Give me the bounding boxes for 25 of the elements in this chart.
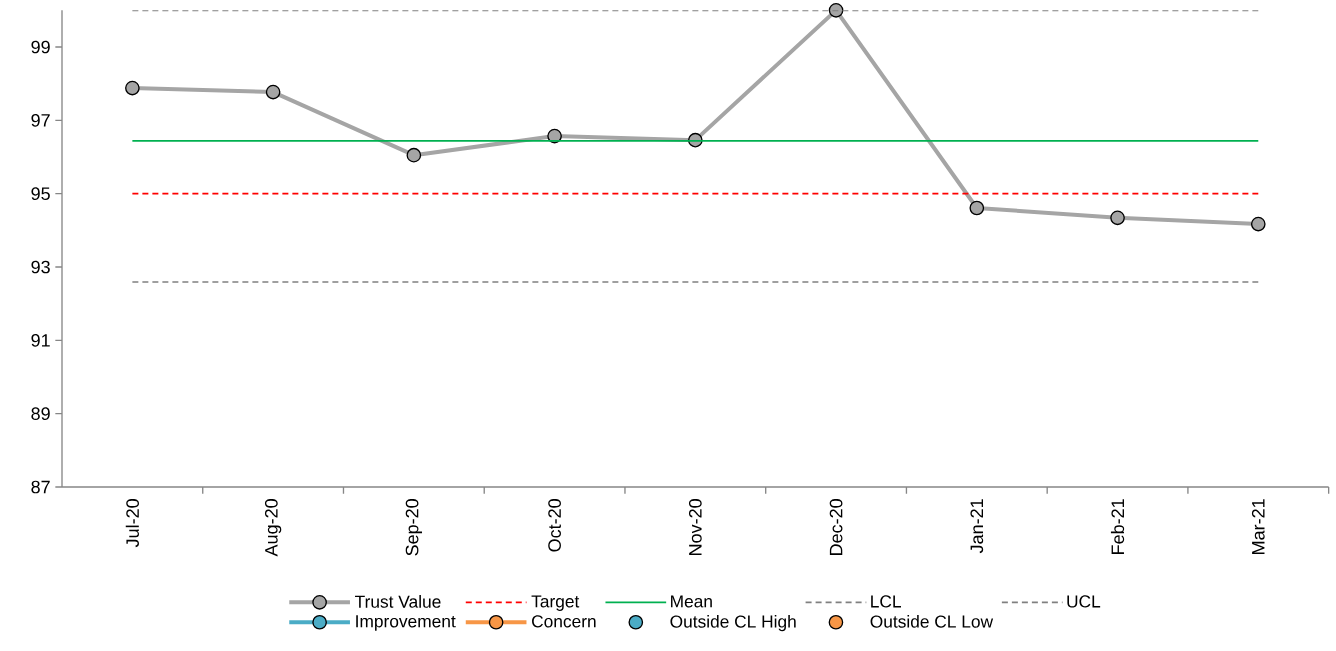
- legend-label: Improvement: [356, 615, 456, 631]
- x-tick-label: Dec-20: [829, 499, 843, 555]
- y-tick-label: 93: [31, 260, 50, 274]
- y-tick-label: 89: [31, 407, 50, 421]
- x-tick-label: Jan-21: [970, 499, 984, 554]
- y-tick-label: 95: [31, 187, 50, 201]
- legend-label: UCL: [1067, 595, 1101, 608]
- x-tick-label: Feb-21: [1110, 499, 1125, 554]
- y-tick-label: 87: [31, 480, 50, 494]
- x-tick-label: Nov-20: [688, 499, 702, 555]
- y-tick-label: 97: [31, 113, 50, 127]
- y-tick-label: 99: [31, 40, 50, 54]
- x-tick-label: Oct-20: [548, 499, 561, 552]
- x-tick-label: Sep-20: [405, 499, 423, 556]
- legend-label: Outside CL High: [670, 614, 796, 632]
- legend-label: LCL: [871, 595, 901, 608]
- x-tick-label: Mar-21: [1251, 499, 1265, 554]
- x-tick-label: Aug-20: [264, 499, 282, 557]
- legend-label: Mean: [671, 595, 712, 608]
- legend-label: Outside CL Low: [870, 614, 994, 628]
- y-tick-label: 91: [31, 333, 50, 347]
- legend-label: Concern: [532, 615, 596, 628]
- legend-label: Trust Value: [355, 595, 441, 608]
- x-tick-label: Jul-20: [125, 499, 139, 548]
- legend-label: Target: [531, 595, 580, 611]
